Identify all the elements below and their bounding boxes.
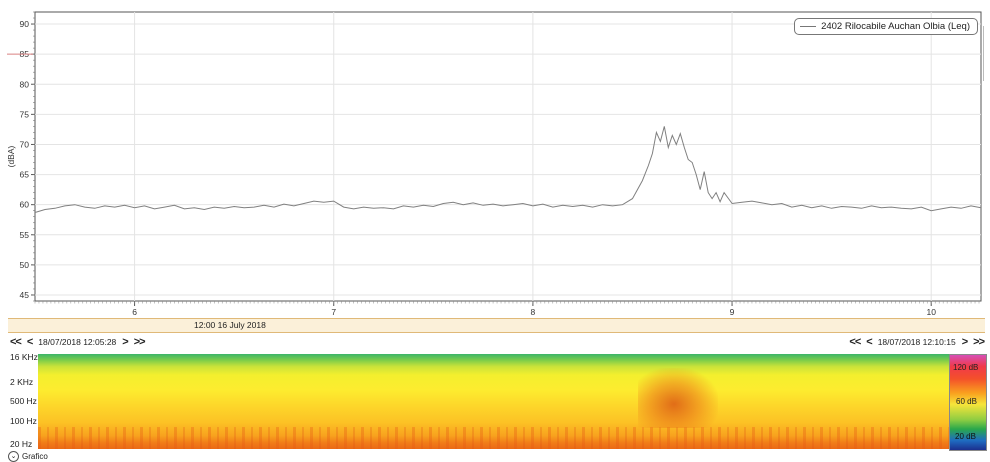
- spectrogram[interactable]: [38, 354, 949, 449]
- y-tick-label: 75: [20, 109, 30, 119]
- freq-label-16khz: 16 KHz: [10, 352, 38, 362]
- time-axis-bar[interactable]: 12:00 16 July 2018: [8, 318, 985, 333]
- grafico-label: Grafico: [22, 452, 48, 461]
- y-tick-label: 45: [20, 290, 30, 300]
- chart-legend: 2402 Rilocabile Auchan Olbia (Leq): [794, 18, 978, 35]
- freq-label-500hz: 500 Hz: [10, 396, 37, 406]
- spectrogram-texture: [38, 427, 949, 449]
- y-tick-label: 50: [20, 260, 30, 270]
- y-tick-label: 55: [20, 230, 30, 240]
- freq-label-20hz: 20 Hz: [10, 439, 33, 449]
- nav-start: << < 18/07/2018 12:05:28 > >>: [10, 334, 146, 350]
- x-tick-label: 7: [331, 307, 336, 317]
- y-tick-label: 90: [20, 19, 30, 29]
- color-scale: [949, 354, 987, 451]
- nav-end-first-button[interactable]: <<: [849, 336, 861, 348]
- time-axis-label: 12:00 16 July 2018: [194, 320, 266, 330]
- x-tick-label: 9: [730, 307, 735, 317]
- end-timestamp: 18/07/2018 12:10:15: [877, 337, 956, 347]
- nav-end-next-button[interactable]: >: [961, 336, 969, 348]
- spectrogram-image: [38, 354, 949, 449]
- start-timestamp: 18/07/2018 12:05:28: [38, 337, 117, 347]
- legend-label: 2402 Rilocabile Auchan Olbia (Leq): [821, 21, 970, 32]
- y-tick-label: 60: [20, 200, 30, 210]
- y-axis-label: (dBA): [6, 145, 16, 167]
- x-tick-label: 6: [132, 307, 137, 317]
- nav-end-prev-button[interactable]: <: [866, 336, 873, 348]
- scale-label-20db: 20 dB: [955, 432, 976, 441]
- x-tick-label: 8: [531, 307, 536, 317]
- scale-label-120db: 120 dB: [953, 363, 979, 372]
- nav-end-last-button[interactable]: >>: [973, 336, 985, 348]
- scale-label-60db: 60 dB: [956, 397, 977, 406]
- nav-next-button[interactable]: >: [122, 336, 129, 348]
- y-tick-label: 80: [20, 79, 30, 89]
- nav-end: << < 18/07/2018 12:10:15 > >>: [849, 334, 985, 350]
- legend-swatch: [800, 26, 817, 27]
- nav-last-button[interactable]: >>: [133, 336, 146, 348]
- plot-frame: [34, 11, 982, 302]
- nav-prev-button[interactable]: <: [26, 336, 34, 348]
- freq-label-2khz: 2 KHz: [10, 377, 34, 387]
- leq-chart[interactable]: 45 50 55 60 65 70 75 80 85 90 6 7 8 9 10 (dBA) 2402 Ril…: [0, 0, 990, 318]
- chevron-down-icon[interactable]: ⌄: [8, 451, 19, 462]
- series-line: [34, 126, 982, 213]
- freq-label-100hz: 100 Hz: [10, 416, 37, 426]
- nav-first-button[interactable]: <<: [10, 336, 22, 348]
- grafico-toggle[interactable]: ⌄ Grafico: [8, 451, 48, 462]
- y-tick-label: 65: [20, 170, 30, 180]
- chart-scroll-handle[interactable]: [983, 26, 989, 81]
- y-tick-label: 70: [20, 139, 30, 149]
- x-tick-label: 10: [926, 307, 936, 317]
- spectrogram-event: [638, 368, 718, 428]
